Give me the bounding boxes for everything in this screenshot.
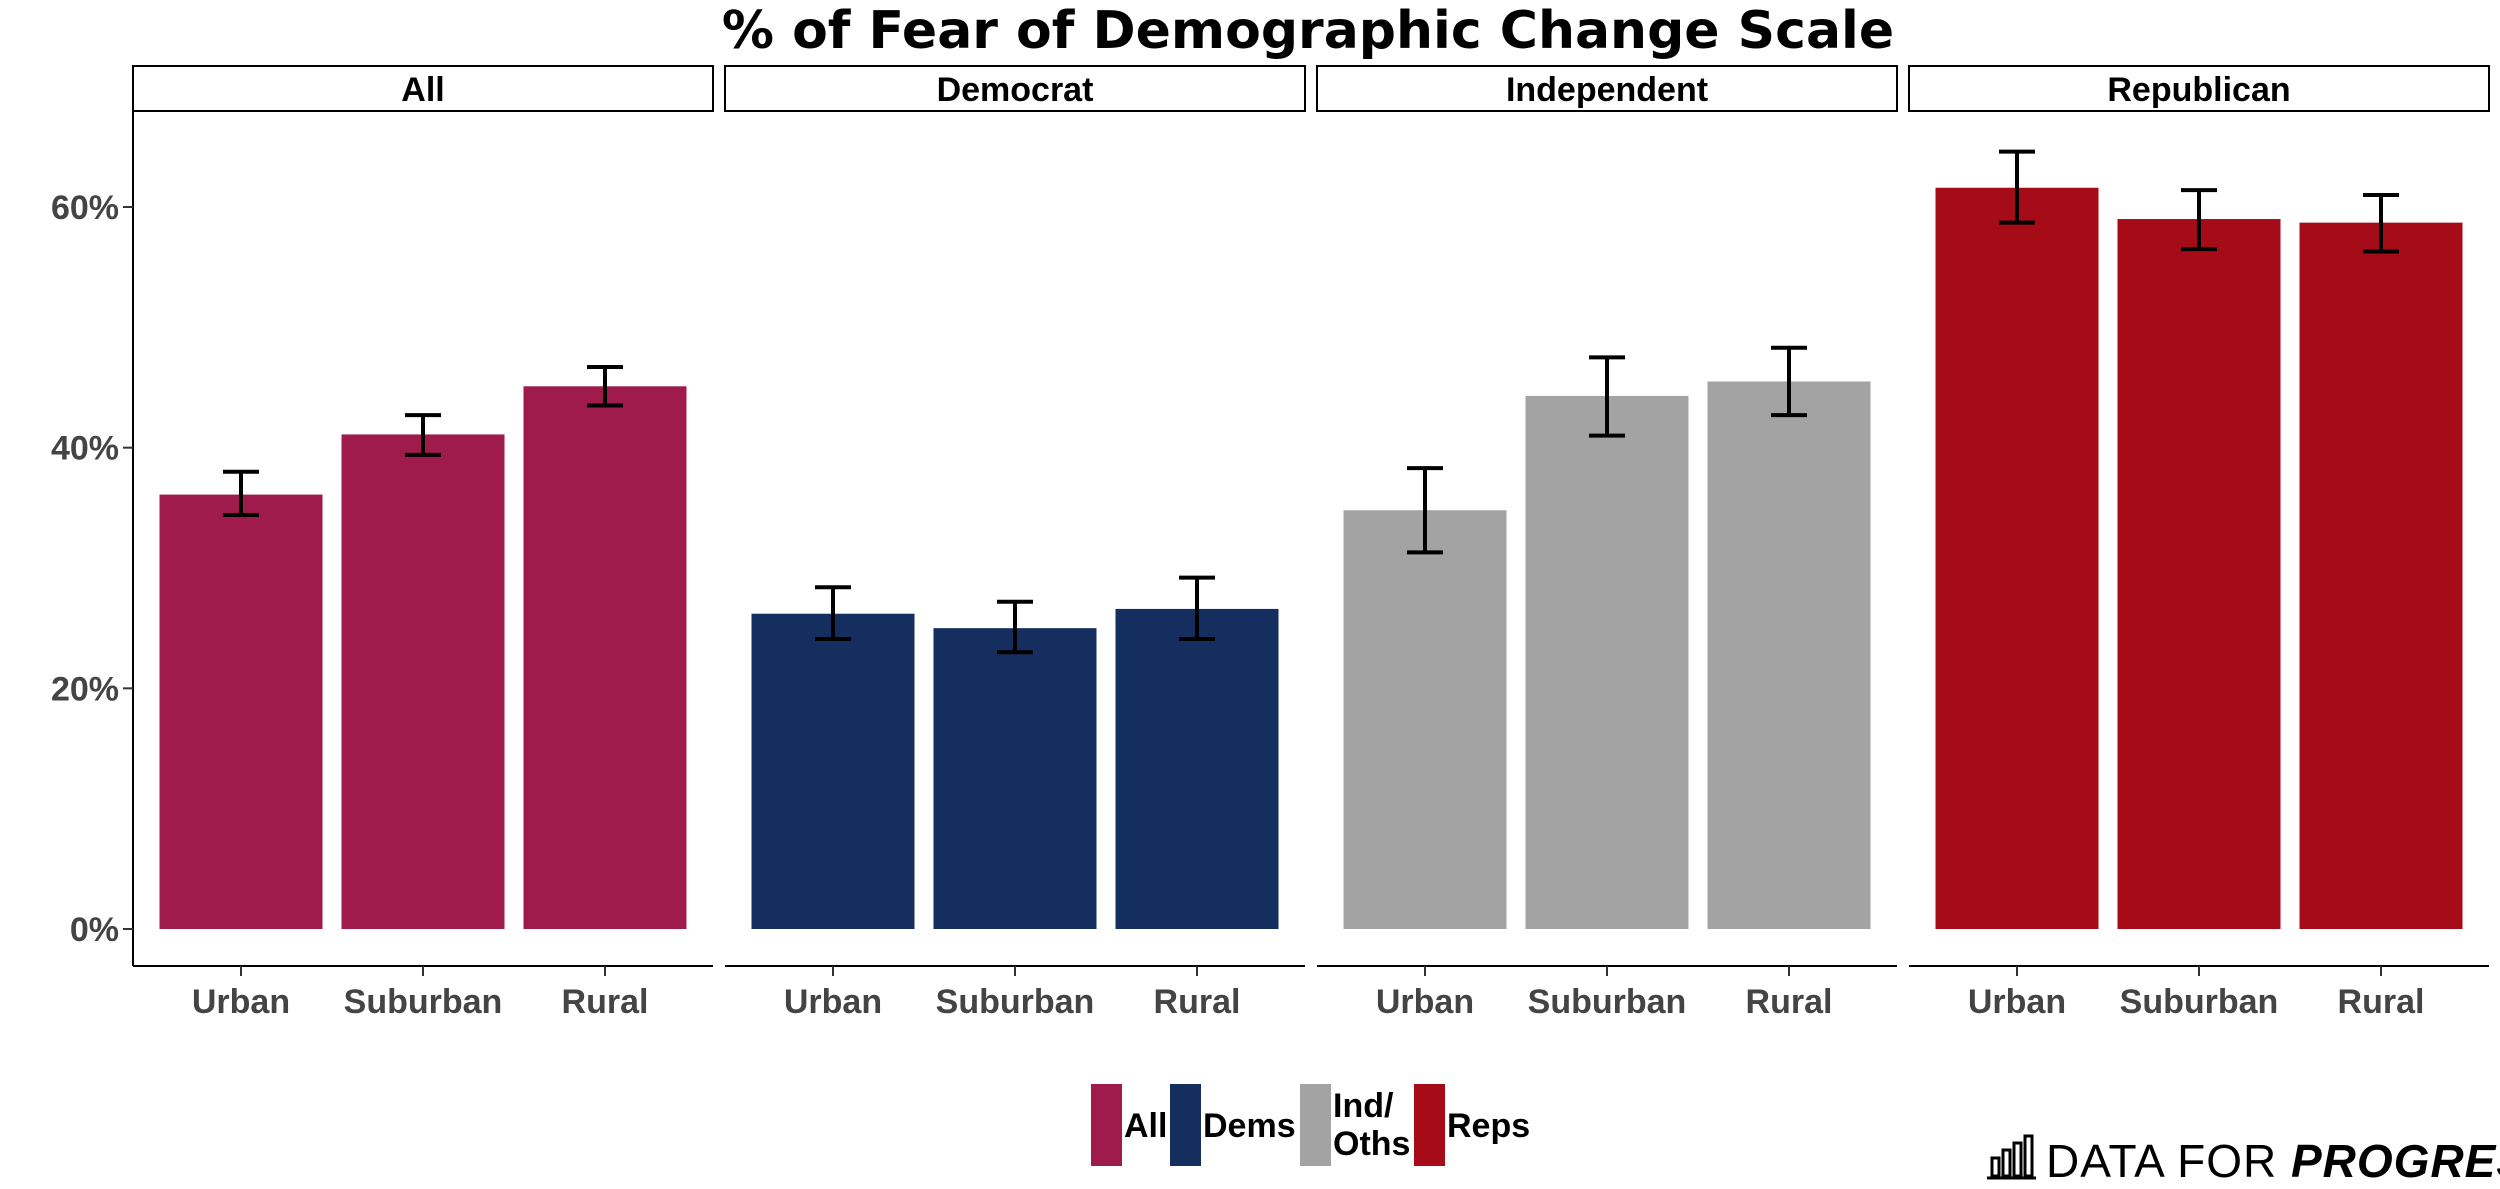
panel-all: All Urban Suburban Rural — [132, 65, 714, 1021]
error-bar — [1589, 355, 1625, 438]
legend-item: Dems — [1170, 1084, 1296, 1166]
bar — [523, 386, 687, 930]
y-tick-label: 60% — [51, 189, 119, 227]
bar — [2299, 222, 2463, 930]
y-tick-label: 20% — [51, 670, 119, 708]
error-bar — [405, 413, 441, 457]
strip-label: Democrat — [937, 71, 1094, 109]
legend-item: Ind/Oths — [1300, 1084, 1410, 1166]
x-tick-label: Suburban — [344, 983, 503, 1021]
bar — [341, 434, 505, 929]
panel-republican: Republican Urban Suburban Rural — [1908, 65, 2490, 1021]
legend-label-line: Reps — [1447, 1107, 1530, 1145]
x-tick-label: Rural — [1746, 983, 1833, 1021]
bar — [1525, 395, 1689, 929]
x-tick-label: Urban — [192, 983, 290, 1021]
bar — [1115, 608, 1279, 929]
x-tick-label: Suburban — [1528, 983, 1687, 1021]
error-bar — [1771, 345, 1807, 418]
legend-label-line: Dems — [1203, 1107, 1296, 1145]
error-bar — [815, 585, 851, 641]
x-tick-label: Rural — [1154, 983, 1241, 1021]
legend-label-line: Ind/ — [1333, 1087, 1394, 1125]
legend-item: All — [1091, 1084, 1167, 1166]
error-bar — [2363, 192, 2399, 254]
brand-prefix: DATA FOR — [2046, 1135, 2291, 1187]
legend-key — [1091, 1084, 1122, 1166]
legend: All Dems Ind/Oths Reps — [1091, 1084, 1530, 1166]
error-bar — [1999, 149, 2035, 225]
bar-chart-logo-icon — [1987, 1134, 2036, 1180]
bar — [933, 628, 1097, 929]
bar — [159, 494, 323, 929]
error-bar — [1179, 575, 1215, 641]
error-bar — [997, 599, 1033, 655]
brand-emphasis: PROGRESS — [2291, 1135, 2500, 1187]
x-tick-label: Rural — [562, 983, 649, 1021]
legend-key — [1170, 1084, 1201, 1166]
bar — [1707, 381, 1871, 929]
legend-key — [1414, 1084, 1445, 1166]
brand-name: DATA FOR PROGRESS — [2046, 1135, 2500, 1187]
x-tick-label: Urban — [1376, 983, 1474, 1021]
y-axis: 0% 20% 40% 60% — [51, 112, 134, 966]
facet-panels: All Urban Suburban Rural Democrat Urban Suburb… — [132, 65, 2490, 1021]
bar — [1343, 510, 1507, 929]
strip-header — [132, 65, 714, 112]
strip-header — [724, 65, 1306, 112]
legend-item: Reps — [1414, 1084, 1530, 1166]
x-tick-label: Suburban — [936, 983, 1095, 1021]
x-tick-label: Urban — [784, 983, 882, 1021]
x-tick-label: Rural — [2338, 983, 2425, 1021]
error-bar — [1407, 466, 1443, 555]
panel-independent: Independent Urban Suburban Rural — [1316, 65, 1898, 1021]
strip-label: Republican — [2107, 71, 2290, 109]
legend-label-line: All — [1124, 1107, 1167, 1145]
error-bar — [587, 365, 623, 408]
y-tick-label: 40% — [51, 430, 119, 468]
bar — [2117, 219, 2281, 930]
strip-header — [1908, 65, 2490, 112]
error-bar — [223, 469, 259, 518]
x-tick-label: Suburban — [2120, 983, 2279, 1021]
legend-label: Dems — [1203, 1107, 1296, 1145]
panel-democrat: Democrat Urban Suburban Rural — [724, 65, 1306, 1021]
strip-header — [1316, 65, 1898, 112]
strip-label: All — [401, 71, 444, 109]
legend-label: Reps — [1447, 1107, 1530, 1145]
strip-label: Independent — [1506, 71, 1708, 109]
bar — [1935, 187, 2099, 929]
bar — [751, 613, 915, 929]
legend-key — [1300, 1084, 1331, 1166]
x-tick-label: Urban — [1968, 983, 2066, 1021]
legend-label: All — [1124, 1107, 1167, 1145]
brand-logo: DATA FOR PROGRESS — [1987, 1134, 2500, 1187]
chart-title: % of Fear of Demographic Change Scale — [722, 1, 1894, 61]
y-tick-label: 0% — [70, 911, 119, 949]
error-bar — [2181, 188, 2217, 252]
legend-label: Ind/Oths — [1333, 1087, 1410, 1163]
legend-label-line: Oths — [1333, 1125, 1410, 1163]
